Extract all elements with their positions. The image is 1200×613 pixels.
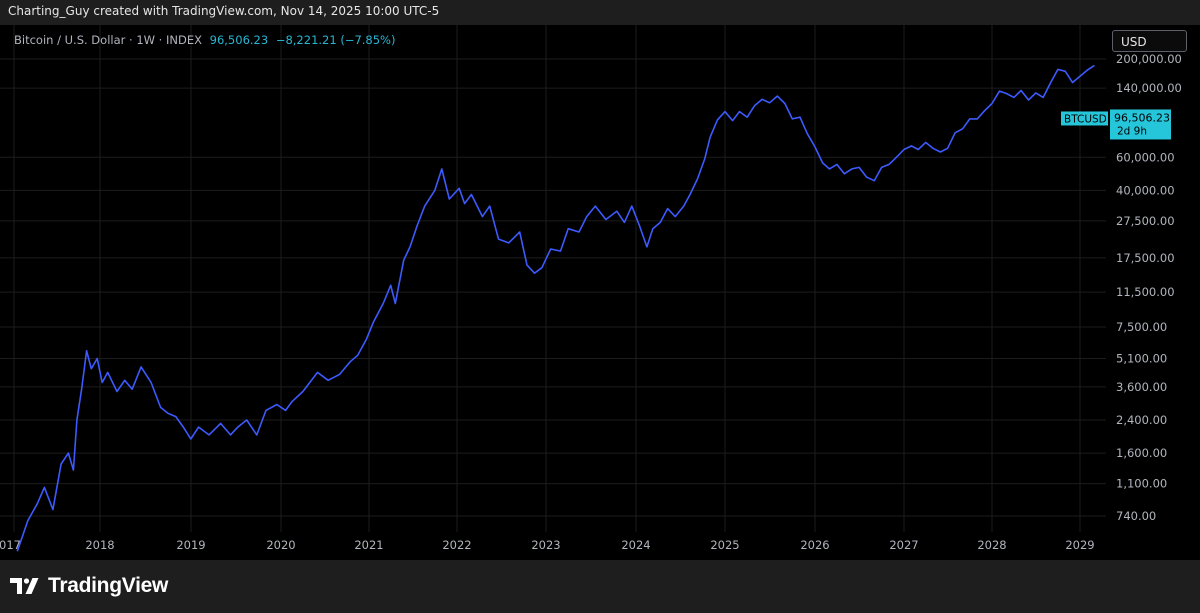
price-tick-label: 17,500.00 [1116,251,1175,265]
tradingview-logo-icon [10,578,39,594]
ticker-tag-label: BTCUSD [1064,113,1107,125]
time-tick-label: 2019 [176,538,205,552]
brand-name: TradingView [48,574,169,597]
series [16,64,1095,552]
time-tick-label: 2027 [889,538,918,552]
price-tick-label: 7,500.00 [1116,320,1167,334]
price-tick-label: 2,400.00 [1116,413,1167,427]
time-tick-label: 2022 [442,538,471,552]
legend-change: −8,221.21 (−7.85%) [275,33,396,47]
last-price-tag [1110,109,1171,140]
credit-line: Charting_Guy created with TradingView.co… [8,4,440,18]
price-tick-label: 1,100.00 [1116,477,1167,491]
price-tick-label: 1,600.00 [1116,446,1167,460]
tradingview-logo[interactable]: TradingView [10,574,168,598]
time-scale: 017 2018 2019 2020 2021 2022 2023 2024 2025 2026 2… [0,538,1095,552]
time-tick-label: 2024 [621,538,650,552]
time-tick-label: 2025 [710,538,739,552]
projection-line [16,64,1095,552]
time-tick-label: 2023 [531,538,560,552]
price-tick-label: 5,100.00 [1116,351,1167,365]
grid [0,25,1106,532]
last-price-value: 96,506.23 [1114,111,1170,124]
price-tick-label: 200,000.00 [1116,52,1182,66]
ticker-tag [1061,111,1108,126]
time-tick-label: 017 [0,538,21,552]
price-tick-label: 740.00 [1116,509,1156,523]
legend: Bitcoin / U.S. Dollar · 1W · INDEX 96,50… [14,33,395,47]
price-scale: 740.00 1,100.00 1,600.00 2,400.00 3,600.00 5,… [1116,52,1182,523]
series-projection [16,64,1095,552]
price-tick-label: 11,500.00 [1116,285,1175,299]
time-tick-label: 2018 [85,538,114,552]
time-tick-label: 2028 [977,538,1006,552]
price-tick-label: 40,000.00 [1116,183,1175,197]
price-tick-label: 27,500.00 [1116,214,1175,228]
time-tick-label: 2020 [266,538,295,552]
time-tick-label: 2026 [800,538,829,552]
price-tick-label: 3,600.00 [1116,380,1167,394]
price-tick-label: 140,000.00 [1116,81,1182,95]
price-tick-label: 60,000.00 [1116,150,1175,164]
time-tick-label: 2029 [1065,538,1094,552]
time-tick-label: 2021 [354,538,383,552]
legend-last-value: 96,506.23 [209,33,269,47]
currency-button[interactable]: USD [1112,30,1187,52]
legend-symbol: Bitcoin / U.S. Dollar · 1W · INDEX [14,33,202,47]
bar-countdown: 2d 9h [1117,125,1147,137]
